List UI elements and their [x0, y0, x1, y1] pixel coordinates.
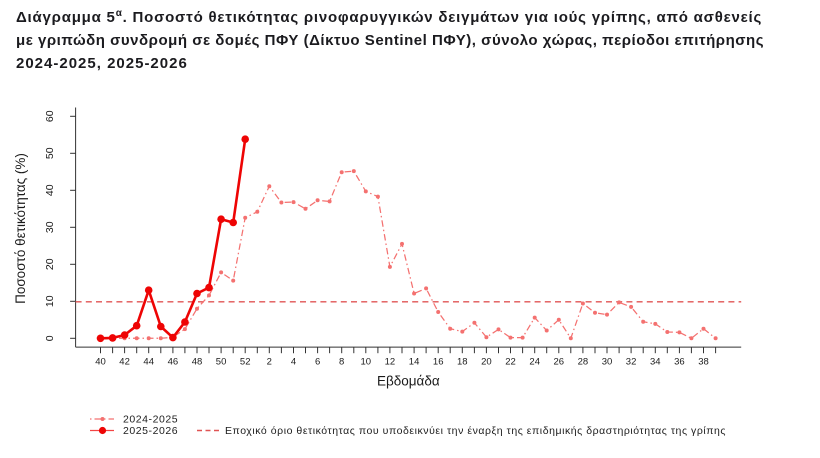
svg-text:46: 46	[168, 357, 179, 368]
svg-text:12: 12	[385, 357, 396, 368]
svg-text:36: 36	[674, 357, 685, 368]
svg-text:10: 10	[44, 295, 56, 307]
svg-text:38: 38	[698, 357, 709, 368]
svg-text:26: 26	[554, 357, 565, 368]
svg-text:28: 28	[578, 357, 589, 368]
svg-text:2024-2025: 2024-2025	[123, 413, 178, 425]
svg-text:50: 50	[216, 357, 227, 368]
svg-text:2: 2	[267, 357, 272, 368]
svg-text:18: 18	[457, 357, 468, 368]
svg-text:8: 8	[339, 357, 344, 368]
svg-text:Εβδομάδα: Εβδομάδα	[377, 374, 440, 389]
svg-text:42: 42	[119, 357, 130, 368]
svg-text:Ποσοστό θετικότητας (%): Ποσοστό θετικότητας (%)	[13, 153, 28, 304]
svg-text:60: 60	[44, 110, 56, 122]
svg-text:20: 20	[481, 357, 492, 368]
svg-text:52: 52	[240, 357, 251, 368]
svg-text:30: 30	[602, 357, 613, 368]
svg-text:48: 48	[192, 357, 203, 368]
svg-text:20: 20	[44, 258, 56, 270]
svg-text:14: 14	[409, 357, 420, 368]
svg-text:2025-2026: 2025-2026	[123, 425, 178, 437]
svg-text:Εποχικό όριο θετικότητας που υ: Εποχικό όριο θετικότητας που υποδεικνύει…	[225, 425, 726, 437]
svg-text:10: 10	[361, 357, 372, 368]
svg-text:6: 6	[315, 357, 320, 368]
svg-text:4: 4	[291, 357, 296, 368]
svg-text:34: 34	[650, 357, 661, 368]
svg-text:40: 40	[95, 357, 106, 368]
svg-text:16: 16	[433, 357, 444, 368]
svg-text:0: 0	[44, 335, 56, 341]
svg-text:50: 50	[44, 147, 56, 159]
svg-text:32: 32	[626, 357, 637, 368]
svg-text:22: 22	[505, 357, 516, 368]
svg-text:44: 44	[143, 357, 154, 368]
svg-text:30: 30	[44, 221, 56, 233]
svg-text:24: 24	[529, 357, 540, 368]
svg-text:40: 40	[44, 184, 56, 196]
